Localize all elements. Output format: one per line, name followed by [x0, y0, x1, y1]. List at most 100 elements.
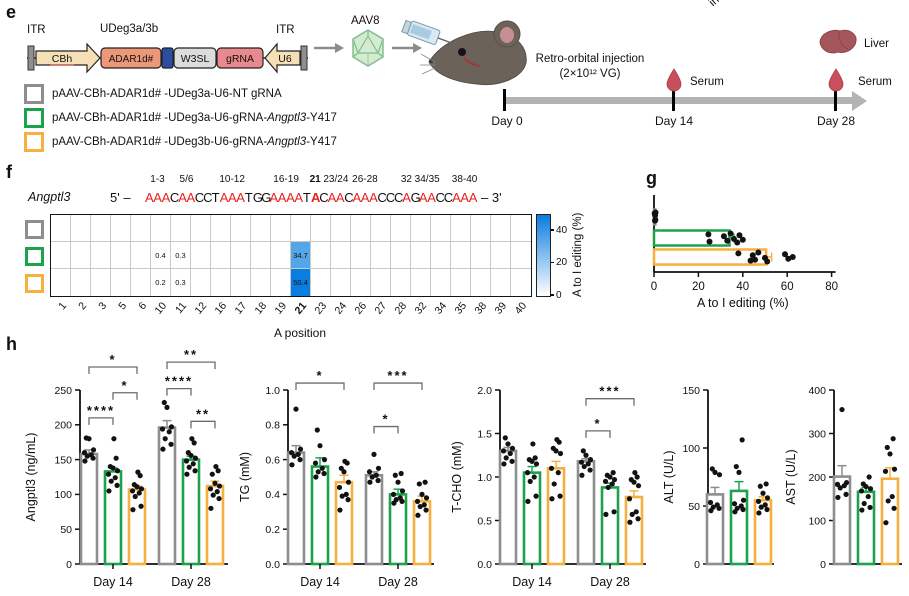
data-point [399, 488, 406, 494]
position-group-label: 10-12 [219, 174, 245, 185]
data-point [758, 504, 764, 510]
data-point [734, 505, 740, 511]
data-point [627, 519, 633, 525]
group-label: Day 14 [300, 575, 340, 589]
y-tick-label: 150 [682, 385, 700, 397]
heatmap-cell: 50.4 [291, 269, 311, 296]
data-point [212, 480, 218, 486]
heatmap-cell [111, 215, 131, 242]
sig-bracket [585, 398, 635, 406]
x-tick-label: 60 [781, 281, 794, 293]
data-point [531, 474, 537, 480]
colorbar-tick-mark [550, 261, 554, 264]
heatmap-cell: 0.2 [151, 269, 171, 296]
tg-chart: 0.0 0.2 0.4 0.6 0.8 1.0 TG (mM) Day 14 Day 28 * **… [236, 342, 442, 596]
heatmap-cell [511, 269, 531, 296]
data-point [720, 233, 727, 240]
editing-bar-chart: 0 20 40 60 80 A to I editing (%) [638, 183, 878, 323]
heatmap-cell [131, 215, 151, 242]
panel-h-label: h [6, 334, 17, 354]
heatmap-cell [91, 269, 111, 296]
heatmap-cell [191, 269, 211, 296]
data-point [764, 506, 770, 513]
timeline-tick-day14 [672, 89, 675, 111]
data-point [762, 502, 768, 508]
sequence-base: A [153, 190, 162, 205]
bar [310, 465, 330, 566]
serum-drop-icon [828, 68, 844, 92]
bar [522, 471, 542, 566]
sequence-base: C [394, 190, 404, 205]
data-point [135, 469, 141, 475]
liver-icon [819, 29, 857, 54]
data-point [867, 504, 873, 511]
data-point [321, 470, 327, 477]
y-axis-label: AST (U/L) [784, 449, 798, 504]
position-group-label: 21 [309, 174, 321, 185]
sequence-base: C [377, 190, 387, 205]
data-point [714, 502, 720, 508]
heatmap-cell: 0.3 [171, 269, 191, 296]
y-tick-label: 0.8 [265, 420, 280, 432]
data-point [883, 520, 889, 526]
data-point [345, 497, 351, 503]
heatmap-cell [271, 242, 291, 269]
x-tick-label: 40 [736, 281, 749, 293]
data-point [81, 450, 88, 456]
heatmap-cell [211, 215, 231, 242]
legend-row-nt: pAAV-CBh-ADAR1d# -UDeg3a-U6-NT gRNA [24, 84, 282, 104]
position-group-label: 1-3 [150, 174, 165, 185]
data-point [885, 498, 891, 504]
heatmap-cell [331, 269, 351, 296]
data-point [587, 467, 593, 473]
sig-bracket [112, 392, 138, 400]
data-point [632, 470, 638, 476]
data-point [764, 495, 771, 501]
heatmap-cell [131, 242, 151, 269]
data-point [757, 483, 763, 489]
data-point [740, 497, 747, 503]
heatmap-row-marker [25, 220, 44, 239]
y-tick-label: 0.0 [265, 559, 280, 571]
colorbar-tick-label: 20 [556, 257, 568, 269]
data-point [312, 460, 319, 466]
data-point [105, 471, 112, 477]
sequence-base: A [294, 190, 304, 205]
data-point [731, 501, 738, 507]
y-tick-label: 400 [808, 385, 826, 397]
heatmap-cell [331, 215, 351, 242]
x-tick-label: 80 [825, 281, 838, 293]
sig-stars: * [121, 378, 128, 393]
data-point [129, 488, 136, 494]
data-point [107, 463, 113, 470]
y-tick-label: 150 [54, 454, 72, 466]
data-point [634, 474, 640, 480]
data-point [130, 507, 136, 513]
data-point [763, 481, 769, 487]
sig-bracket [166, 361, 216, 370]
data-point [189, 436, 195, 442]
data-point [373, 472, 379, 478]
gene-label: Angptl3 [28, 190, 71, 204]
data-point [106, 488, 112, 494]
heatmap-cell [431, 215, 451, 242]
data-point [867, 486, 874, 492]
y-axis-label: TG (mM) [238, 452, 252, 502]
heatmap-cell [71, 215, 91, 242]
data-point [527, 478, 533, 484]
construct-diagram: CBh ADAR1d# W3SL gRNA U6 [27, 42, 308, 74]
data-point [610, 470, 616, 476]
data-point [887, 451, 893, 457]
bar [600, 486, 620, 566]
data-point [293, 406, 299, 412]
data-point [755, 498, 762, 504]
data-point [551, 481, 557, 487]
data-point [550, 445, 556, 451]
data-point [114, 468, 121, 474]
data-point [709, 466, 715, 472]
liver-label: Liver [864, 38, 889, 50]
itr-left-label: ITR [27, 24, 46, 36]
heatmap-cell [171, 215, 191, 242]
data-point [533, 461, 540, 467]
construct-element-label: gRNA [226, 53, 254, 65]
